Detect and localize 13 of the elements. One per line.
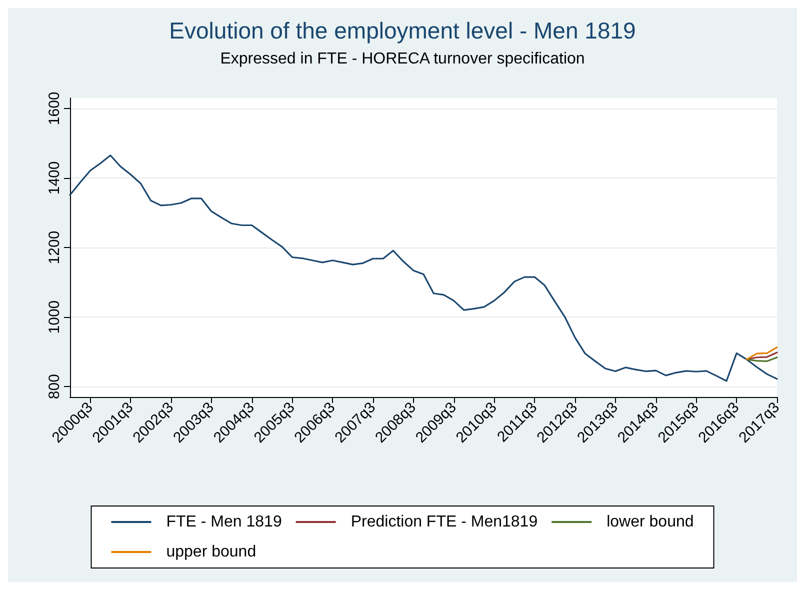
line-series [69, 154, 778, 382]
legend-label: FTE - Men 1819 [166, 514, 282, 530]
chart-subtitle: Expressed in FTE - HORECA turnover specification [220, 50, 585, 68]
y-tick-label: 1000 [46, 300, 63, 334]
y-tick-label: 800 [46, 374, 63, 400]
legend-label: Prediction FTE - Men1819 [350, 514, 538, 530]
chart-title: Evolution of the employment level - Men 1819 [169, 18, 636, 44]
y-tick-label: 1400 [46, 161, 63, 195]
y-tick-label: 1600 [46, 92, 63, 126]
legend-label: lower bound [606, 514, 694, 530]
y-tick-label: 1200 [46, 230, 63, 264]
line-series [746, 346, 778, 360]
legend-label: upper bound [166, 544, 256, 560]
